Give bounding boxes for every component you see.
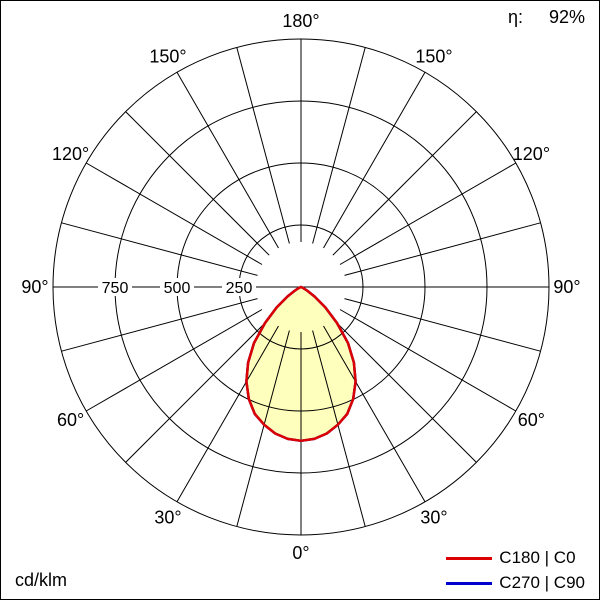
- legend-line-icon: [446, 556, 493, 560]
- radial-tick-label: 750: [102, 280, 129, 297]
- legend: C180 | C0 C270 | C90: [446, 548, 585, 593]
- grid-spoke: [176, 325, 279, 503]
- tick-label-mask: [98, 278, 132, 296]
- grid-spoke: [312, 330, 366, 527]
- legend-item-1: C270 | C90: [446, 573, 585, 593]
- angle-label: 30°: [420, 507, 447, 527]
- grid-spoke: [312, 47, 366, 244]
- unit-label: cd/klm: [15, 570, 68, 590]
- grid-spoke: [344, 298, 541, 352]
- efficiency-value: 92%: [548, 7, 585, 27]
- angle-label: 60°: [57, 410, 84, 430]
- radial-tick-label: 250: [226, 280, 253, 297]
- grid-spoke: [176, 71, 279, 249]
- legend-label: C180 | C0: [499, 548, 576, 567]
- tick-label-mask: [222, 278, 256, 296]
- radial-tick-label: 500: [164, 280, 191, 297]
- grid-spoke: [236, 47, 290, 244]
- angle-label: 90°: [553, 277, 580, 297]
- grid-spoke: [236, 330, 290, 527]
- grid-spoke: [125, 111, 270, 256]
- curve-c180-c0: [245, 285, 357, 443]
- grid-spoke: [332, 111, 477, 256]
- legend-label: C270 | C90: [499, 573, 585, 592]
- angle-label: 30°: [154, 507, 181, 527]
- grid-spoke: [339, 309, 517, 412]
- grid-spoke: [332, 318, 477, 463]
- grid-spoke: [61, 222, 258, 276]
- angle-label: 150°: [415, 47, 452, 67]
- grid-spoke: [85, 309, 263, 412]
- grid-spoke: [85, 162, 263, 265]
- efficiency-label: η:: [507, 7, 523, 27]
- legend-item-0: C180 | C0: [446, 548, 585, 568]
- angle-label: 60°: [518, 410, 545, 430]
- grid-spoke: [344, 222, 541, 276]
- efficiency-readout: η: 92%: [508, 7, 585, 28]
- tick-label-mask: [160, 278, 194, 296]
- grid-spoke: [323, 325, 426, 503]
- grid-spoke: [61, 298, 258, 352]
- angle-label: 0°: [292, 543, 309, 563]
- grid-spoke: [125, 318, 270, 463]
- legend-line-icon: [446, 581, 493, 585]
- grid-spoke: [339, 162, 517, 265]
- grid-spoke: [323, 71, 426, 249]
- angle-label: 180°: [282, 11, 319, 31]
- angle-label: 150°: [149, 47, 186, 67]
- polar-grid: [52, 38, 550, 536]
- angle-label: 90°: [21, 277, 48, 297]
- angle-label: 120°: [513, 144, 550, 164]
- angle-label: 120°: [52, 144, 89, 164]
